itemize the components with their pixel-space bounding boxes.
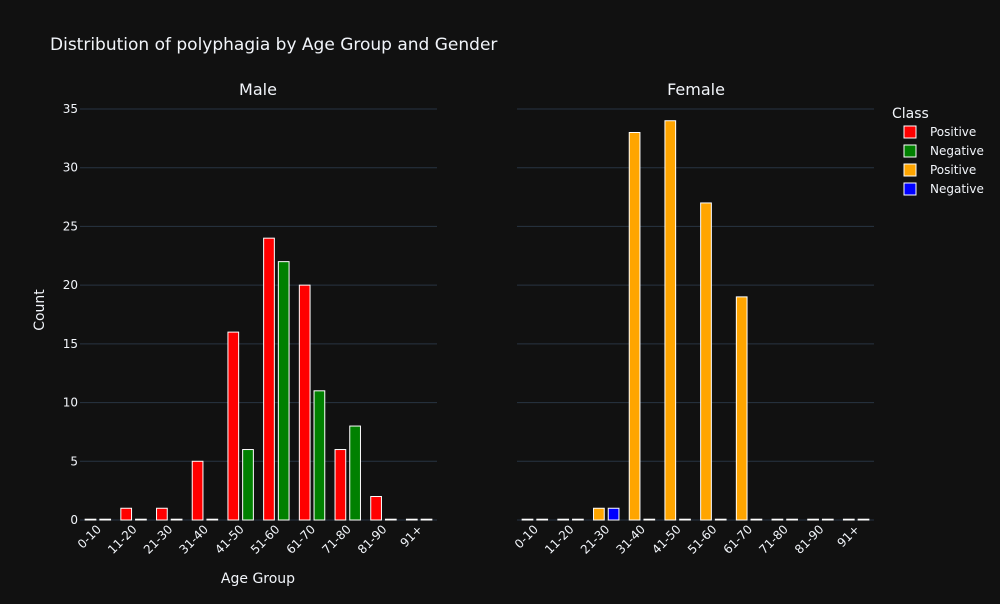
y-tick-label: 5 — [70, 454, 78, 468]
bar-female-negative — [857, 518, 870, 521]
bar-male-negative — [135, 518, 147, 521]
y-tick-label: 10 — [63, 396, 78, 410]
bar-male-positive — [191, 460, 204, 521]
bar-female-negative — [607, 507, 620, 521]
bar-female-positive — [521, 518, 534, 521]
y-tick-label: 0 — [70, 513, 78, 527]
bar-male-negative — [170, 518, 183, 521]
bars — [84, 120, 870, 521]
bar-female-negative — [536, 518, 549, 521]
legend-label: Positive — [930, 125, 976, 139]
legend-label: Positive — [930, 163, 976, 177]
bar-female-positive — [593, 507, 605, 521]
bar-female-positive — [628, 131, 641, 521]
legend-item[interactable]: Positive — [903, 163, 976, 177]
bar-male-positive — [405, 518, 418, 521]
legend-item[interactable]: Negative — [903, 182, 984, 196]
bar-male-negative — [313, 390, 326, 521]
y-tick-label: 20 — [63, 278, 78, 292]
panel-title-male: Male — [239, 80, 277, 99]
gridlines — [80, 108, 874, 521]
bar-male-negative — [277, 261, 290, 521]
panel-title-female: Female — [667, 80, 725, 99]
bar-female-negative — [572, 518, 584, 521]
bar-male-positive — [370, 496, 382, 521]
legend-label: Negative — [930, 144, 984, 158]
bar-male-positive — [298, 284, 311, 521]
legend[interactable]: Class Positive Negative Positive Negative — [892, 106, 984, 196]
legend-swatch — [903, 163, 917, 177]
bar-male-positive — [156, 507, 168, 521]
y-tick-label: 25 — [63, 219, 78, 233]
y-tick-label: 15 — [63, 337, 78, 351]
bar-female-positive — [557, 518, 570, 521]
chart-title: Distribution of polyphagia by Age Group … — [50, 35, 497, 55]
bar-female-positive — [700, 202, 712, 521]
bar-female-positive — [664, 120, 677, 521]
y-tick-label: 30 — [63, 161, 78, 175]
bar-female-negative — [750, 518, 763, 521]
bar-male-negative — [420, 518, 433, 521]
bar-male-negative — [99, 518, 112, 521]
bar-male-positive — [227, 331, 240, 521]
legend-item[interactable]: Negative — [903, 144, 984, 158]
bar-female-positive — [735, 296, 748, 521]
x-axis-label: Age Group — [221, 571, 295, 587]
bar-male-negative — [384, 518, 397, 521]
bar-male-negative — [242, 449, 254, 521]
bar-female-positive — [807, 518, 819, 521]
legend-item[interactable]: Positive — [903, 125, 976, 139]
legend-label: Negative — [930, 182, 984, 196]
bar-male-positive — [120, 507, 133, 521]
bar-male-negative — [349, 425, 361, 521]
y-tick-label: 35 — [63, 102, 78, 116]
bar-male-positive — [334, 449, 347, 521]
bar-female-positive — [842, 518, 855, 521]
y-tick-labels: 0 5 10 15 20 25 30 35 — [63, 102, 78, 527]
bar-male-positive — [84, 518, 97, 521]
bar-female-negative — [714, 518, 727, 521]
bar-female-negative — [821, 518, 834, 521]
legend-title: Class — [892, 106, 929, 122]
bar-female-positive — [771, 518, 784, 521]
bar-male-negative — [206, 518, 219, 521]
bar-male-positive — [263, 237, 275, 521]
y-axis-label: Count — [32, 289, 48, 331]
bar-female-negative — [786, 518, 798, 521]
bar-female-negative — [643, 518, 656, 521]
legend-swatch — [903, 125, 917, 139]
legend-swatch — [903, 182, 917, 196]
bar-female-negative — [679, 518, 691, 521]
legend-swatch — [903, 144, 917, 158]
